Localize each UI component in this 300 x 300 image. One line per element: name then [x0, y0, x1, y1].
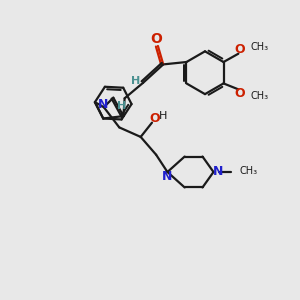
Text: O: O: [151, 32, 162, 46]
Text: O: O: [235, 87, 245, 100]
Text: CH₃: CH₃: [251, 42, 269, 52]
Text: N: N: [98, 98, 108, 111]
Text: H: H: [131, 76, 140, 86]
Text: CH₃: CH₃: [240, 167, 258, 176]
Text: N: N: [212, 166, 223, 178]
Text: H: H: [117, 101, 126, 111]
Text: CH₃: CH₃: [251, 91, 269, 101]
Text: H: H: [158, 111, 167, 121]
Text: O: O: [149, 112, 160, 125]
Text: N: N: [162, 170, 172, 183]
Text: O: O: [235, 43, 245, 56]
